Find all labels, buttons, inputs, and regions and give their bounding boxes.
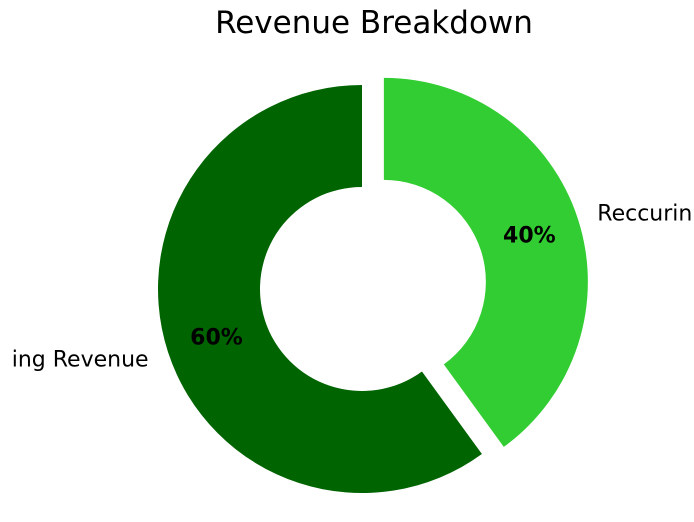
wedge-1	[157, 85, 482, 494]
value-label-2: 40%	[503, 224, 556, 249]
chart-title: Revenue Breakdown	[215, 5, 533, 41]
category-label-1: ing Revenue	[12, 347, 149, 372]
category-label-2: Reccurin	[597, 202, 692, 227]
wedge-2	[383, 77, 588, 447]
value-label-1: 60%	[190, 325, 243, 350]
